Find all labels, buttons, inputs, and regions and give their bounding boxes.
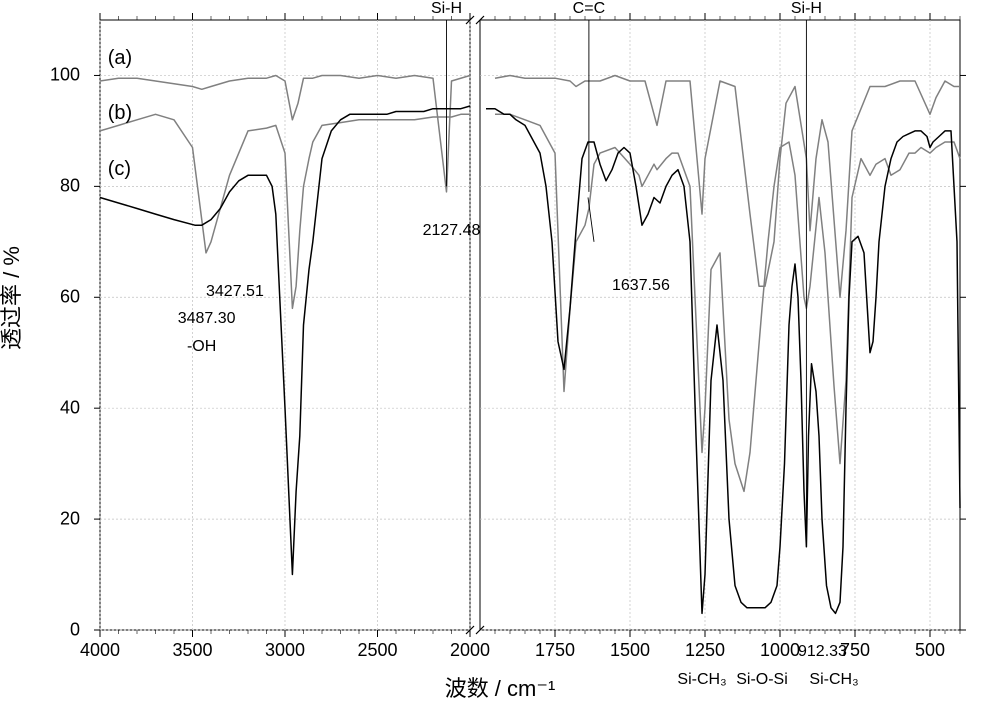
x-tick-label: 3500 [172,640,212,661]
y-tick-label: 80 [40,176,80,197]
peak-annotation: Si-O-Si [736,671,788,689]
x-tick-label: 1750 [535,640,575,661]
x-tick-label: 1000 [760,640,800,661]
peak-annotation: 1637.56 [612,277,670,295]
peak-annotation: C=C [573,0,605,18]
peak-annotation: -OH [187,338,216,356]
peak-annotation: Si-CH₃ [809,671,858,689]
peak-annotation: 2127.48 [423,222,481,240]
x-axis-label: 波数 / cm⁻¹ [445,671,556,703]
y-tick-label: 60 [40,287,80,308]
x-tick-label: 2000 [450,640,490,661]
legend-letter: (c) [108,158,131,181]
peak-annotation: 3487.30 [178,310,236,328]
peak-annotation: 3427.51 [206,283,264,301]
y-axis-label: 透过率 / % [0,246,26,350]
plot-svg [0,0,1000,713]
peak-annotation: Si-H [431,0,462,18]
x-tick-label: 4000 [80,640,120,661]
ftir-chart: 透过率 / % 波数 / cm⁻¹ 0 20 40 60 80 100 4000 3500 30… [0,0,1000,713]
y-tick-label: 0 [40,620,80,641]
y-tick-label: 20 [40,509,80,530]
y-tick-label: 100 [40,65,80,86]
legend-letter: (a) [108,47,132,70]
legend-letter: (b) [108,102,132,125]
x-tick-label: 1250 [685,640,725,661]
x-tick-label: 500 [915,640,945,661]
x-tick-label: 3000 [265,640,305,661]
peak-annotation: 912.33 [798,643,847,661]
x-tick-label: 1500 [610,640,650,661]
y-tick-label: 40 [40,398,80,419]
peak-annotation: Si-CH₃ [677,671,726,689]
x-tick-label: 2500 [357,640,397,661]
peak-annotation: Si-H [791,0,822,18]
